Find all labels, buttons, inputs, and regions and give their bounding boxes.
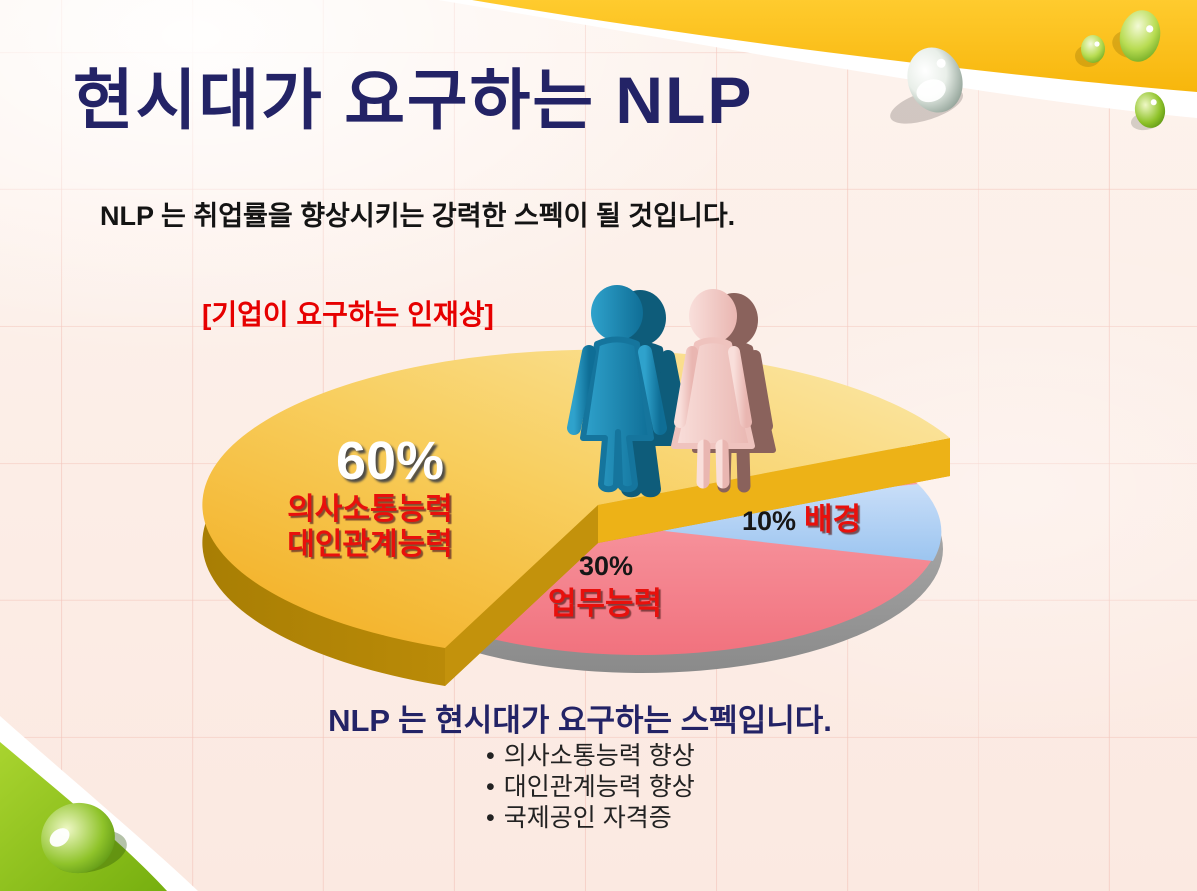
bullet-glyph: • <box>486 742 495 770</box>
male-figure-shadow <box>590 290 690 498</box>
female-figure-shadow <box>692 293 776 493</box>
pie-label-30-text: 업무능력 <box>547 586 663 621</box>
pie-label-60-line2: 대인관계능력 <box>287 528 453 561</box>
pie-label-60-line1: 의사소통능력 <box>287 493 453 526</box>
conclusion-bullets: • 의사소통능력 향상 • 대인관계능력 향상 • 국제공인 자격증 <box>486 741 695 834</box>
female-figure-icon <box>671 289 755 489</box>
bullet-text: 국제공인 자격증 <box>503 804 672 832</box>
pie-label-30-pct: 30% <box>578 551 634 581</box>
bullet-item: • 대인관계능력 향상 <box>486 772 695 803</box>
water-droplet-icon <box>41 802 127 874</box>
slide-subtitle: NLP 는 취업률을 향상시키는 강력한 스펙이 될 것입니다. <box>100 201 736 231</box>
pie-label-10-text: 배경 <box>804 502 862 537</box>
bullet-glyph: • <box>486 773 495 801</box>
water-droplet-icon <box>1130 92 1166 131</box>
chart-caption: [기업이 요구하는 인재상] <box>202 299 494 330</box>
page-title: 현시대가 요구하는 NLP <box>73 63 754 137</box>
pie-label-60-text: 의사소통능력 대인관계능력 <box>248 492 492 562</box>
bullet-text: 대인관계능력 향상 <box>503 773 695 801</box>
bullet-text: 의사소통능력 향상 <box>503 742 695 770</box>
conclusion-heading: NLP 는 현시대가 요구하는 스펙입니다. <box>328 703 832 738</box>
pie-label-10-pct: 10% <box>742 506 797 536</box>
bullet-glyph: • <box>486 804 495 832</box>
bullet-item: • 국제공인 자격증 <box>486 803 695 834</box>
male-figure-icon <box>567 285 667 493</box>
water-droplet-icon <box>1075 35 1105 67</box>
water-droplet-icon <box>1112 10 1161 62</box>
green-corner-shape <box>0 716 198 891</box>
bullet-item: • 의사소통능력 향상 <box>486 741 695 772</box>
pie-label-60-pct: 60% <box>335 431 445 491</box>
pie-label-10: 10% 배경 <box>742 494 861 539</box>
